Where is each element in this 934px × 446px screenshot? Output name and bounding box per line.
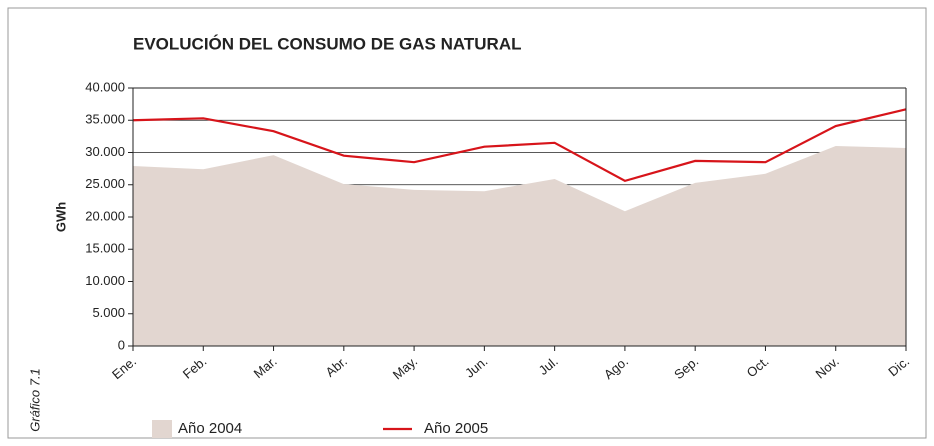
x-tick-label: Dic.	[885, 353, 912, 379]
x-tick-label: Ene.	[109, 353, 139, 382]
x-tick-label: Nov.	[812, 353, 841, 381]
line	[132, 108, 907, 183]
x-tick-label: Jul.	[536, 353, 561, 377]
y-tick-label: 40.000	[85, 79, 125, 94]
x-tick-label: Abr.	[323, 353, 350, 379]
x-tick-label: May.	[390, 353, 420, 382]
x-tick-label: Feb.	[180, 353, 210, 381]
legend-swatch	[152, 420, 172, 438]
y-tick-label: 25.000	[85, 176, 125, 191]
y-tick-label: 5.000	[92, 305, 125, 320]
chart-title: EVOLUCIÓN DEL CONSUMO DE GAS NATURAL	[133, 34, 522, 53]
legend-label: Año 2005	[424, 420, 488, 437]
y-tick-label: 10.000	[85, 273, 125, 288]
y-tick-label: 35.000	[85, 112, 125, 127]
y-tick-label: 15.000	[85, 241, 125, 256]
x-tick-label: Sep.	[671, 353, 701, 382]
legend-label: Año 2004	[178, 420, 242, 437]
y-tick-label: 0	[118, 337, 125, 352]
x-tick-label: Ago.	[601, 353, 631, 382]
area	[133, 146, 906, 346]
side-label: Gráfico 7.1	[27, 368, 42, 432]
x-tick-label: Jun.	[462, 353, 490, 380]
y-tick-label: 20.000	[85, 208, 125, 223]
x-tick-label: Mar.	[251, 353, 280, 381]
y-axis-label: GWh	[53, 202, 68, 232]
x-tick-label: Oct.	[744, 353, 772, 380]
y-tick-label: 30.000	[85, 144, 125, 159]
frame	[7, 7, 927, 439]
